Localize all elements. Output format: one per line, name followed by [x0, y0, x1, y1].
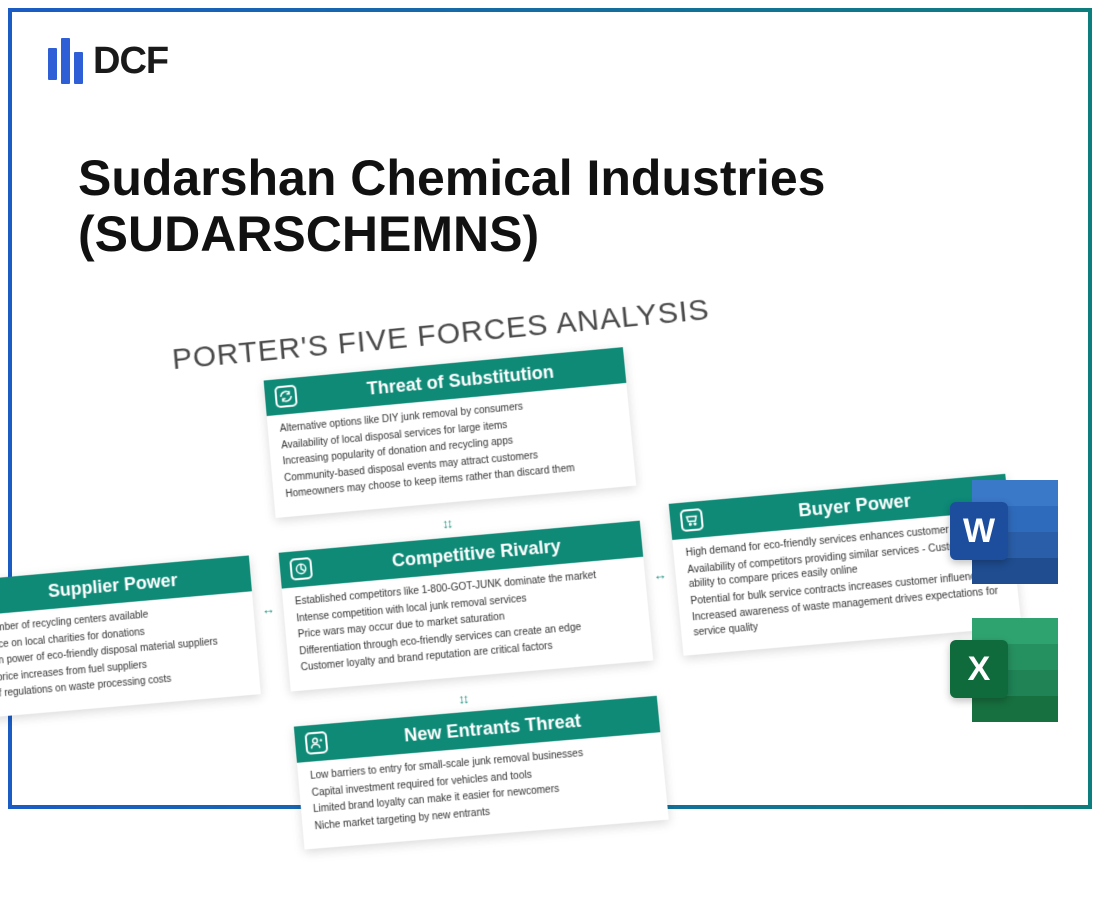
brand-logo: DCF [48, 38, 168, 84]
refresh-icon [274, 385, 298, 409]
five-forces-diagram: PORTER'S FIVE FORCES ANALYSIS Threat of … [0, 299, 1001, 905]
page-title: Sudarshan Chemical Industries (SUDARSCHE… [78, 150, 880, 262]
connector-icon: ↔ [652, 567, 665, 583]
card-rivalry: Competitive Rivalry Established competit… [279, 521, 654, 691]
word-icon: W [950, 480, 1058, 584]
file-type-icons: W X [950, 480, 1058, 722]
card-supplier: Supplier Power mited number of recycling… [0, 555, 261, 720]
connector-icon: ↕↕ [457, 691, 467, 707]
card-substitution: Threat of Substitution Alternative optio… [264, 347, 637, 517]
user-add-icon [304, 731, 328, 755]
cart-icon [679, 508, 703, 532]
brand-name: DCF [93, 40, 168, 83]
excel-letter: X [950, 640, 1008, 698]
connector-icon: ↕↕ [441, 515, 451, 531]
pie-icon [289, 557, 313, 581]
word-letter: W [950, 502, 1008, 560]
card-entrants: New Entrants Threat Low barriers to entr… [294, 696, 669, 850]
brand-logo-icon [48, 38, 83, 84]
connector-icon: ↔ [261, 602, 273, 618]
card-body: mited number of recycling centers availa… [0, 591, 261, 720]
excel-icon: X [950, 618, 1058, 722]
